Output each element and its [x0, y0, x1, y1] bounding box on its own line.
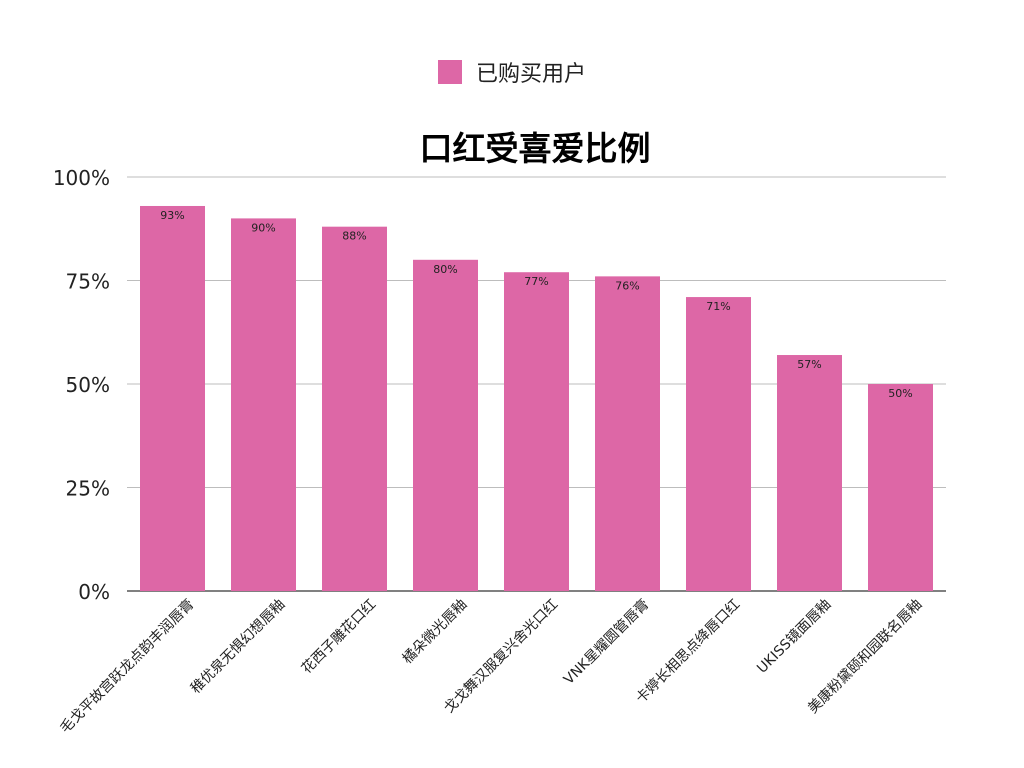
- legend: 已购买用户: [0, 56, 1024, 88]
- bar: [595, 276, 660, 591]
- bar: [231, 218, 296, 591]
- data-label: 71%: [706, 300, 730, 313]
- y-tick-label: 0%: [78, 580, 110, 604]
- bar: [777, 355, 842, 591]
- y-tick-label: 100%: [53, 166, 110, 190]
- data-label: 80%: [433, 263, 457, 276]
- data-label: 88%: [342, 230, 366, 243]
- bar: [686, 297, 751, 591]
- bar: [322, 226, 387, 591]
- data-label: 77%: [524, 275, 548, 288]
- x-tick-label: 橘朵微光唇釉: [400, 597, 471, 668]
- x-tick-label: 稚优泉无惧幻想唇釉: [187, 596, 288, 697]
- x-tick-label: VNK星耀圆管唇膏: [560, 596, 652, 688]
- y-tick-label: 50%: [66, 373, 110, 397]
- x-tick-label: 花西子雕花口红: [299, 597, 380, 678]
- bar: [413, 259, 478, 591]
- y-tick-label: 25%: [66, 477, 110, 501]
- data-label: 90%: [251, 221, 275, 234]
- legend-label: 已购买用户: [475, 62, 586, 87]
- x-tick-label: 卡婷长相思点绛唇口红: [633, 597, 743, 707]
- chart-title: 口红受喜爱比例: [419, 129, 651, 168]
- x-tick-label: 毛戈平故宫跃龙点韵丰润唇膏: [57, 596, 198, 737]
- data-label: 76%: [615, 279, 639, 292]
- data-label: 93%: [160, 209, 184, 222]
- y-tick-label: 75%: [66, 270, 110, 294]
- bar: [868, 384, 933, 591]
- legend-swatch: [437, 60, 462, 84]
- bar: [504, 272, 569, 591]
- data-label: 57%: [797, 358, 821, 371]
- bar: [140, 205, 205, 592]
- x-tick-label: UKISS镜面唇釉: [754, 597, 834, 677]
- data-label: 50%: [888, 387, 912, 400]
